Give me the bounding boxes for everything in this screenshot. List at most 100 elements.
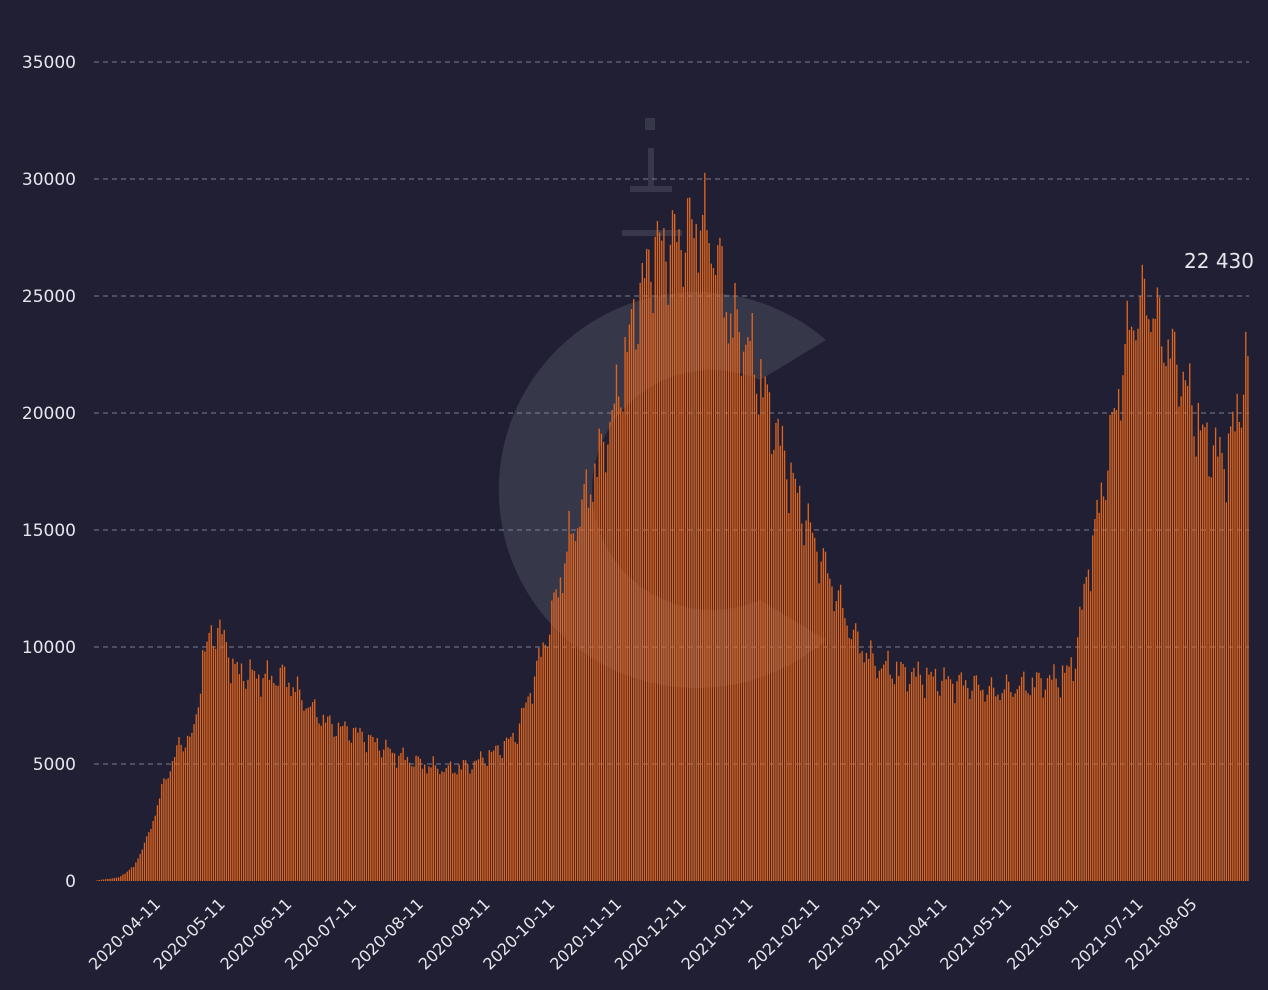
bar: [482, 757, 484, 881]
bar: [264, 673, 266, 881]
bar: [607, 444, 609, 881]
bar: [706, 230, 708, 881]
bar: [475, 760, 478, 881]
bar: [1171, 328, 1174, 881]
bar: [1020, 677, 1023, 881]
bar: [1161, 346, 1163, 881]
bar: [508, 738, 510, 881]
bar: [956, 681, 958, 881]
bar: [1083, 583, 1085, 881]
bar: [988, 685, 990, 881]
bar: [766, 384, 768, 881]
bar: [783, 450, 786, 881]
bar: [999, 699, 1001, 881]
bar: [1107, 470, 1109, 881]
bar: [663, 227, 665, 882]
bar: [788, 513, 790, 881]
bar: [1064, 672, 1066, 881]
bar: [320, 725, 322, 881]
bar: [570, 533, 572, 881]
bar: [458, 764, 460, 881]
bar: [324, 722, 327, 881]
bar: [529, 693, 531, 881]
bar: [1128, 329, 1131, 881]
bar: [357, 732, 359, 881]
bar: [708, 243, 710, 882]
bar: [721, 246, 723, 881]
bar: [891, 678, 893, 881]
bar: [161, 783, 163, 881]
bar: [598, 428, 600, 881]
bar: [919, 674, 922, 881]
bar: [1158, 297, 1161, 882]
bar: [564, 563, 566, 881]
bar: [945, 679, 947, 881]
bar: [158, 798, 161, 881]
bar: [658, 232, 661, 881]
y-axis-ticks: 0 5000 10000 15000 20000 25000 30000 35000: [22, 53, 76, 892]
bar: [391, 752, 393, 881]
bar: [1219, 437, 1221, 881]
bar: [260, 696, 262, 881]
bar: [544, 644, 547, 881]
bar: [303, 710, 305, 881]
bar: [824, 551, 827, 881]
bar: [684, 252, 687, 881]
bar: [346, 726, 348, 881]
bar: [497, 745, 499, 881]
bar: [281, 664, 284, 881]
bar: [984, 701, 986, 881]
bar: [751, 313, 753, 881]
bar: [568, 510, 570, 881]
bar: [863, 662, 865, 881]
bar: [283, 666, 286, 881]
bar: [641, 262, 643, 882]
bar: [314, 699, 316, 881]
bar: [152, 821, 154, 881]
bar: [363, 741, 365, 881]
bar: [1096, 499, 1098, 881]
bar: [514, 742, 516, 881]
bar: [949, 679, 952, 881]
bar: [958, 674, 960, 881]
bar: [536, 660, 538, 881]
bar: [850, 639, 853, 881]
bar: [305, 708, 307, 881]
bar: [1236, 393, 1238, 881]
bar: [637, 343, 639, 881]
bar: [111, 878, 113, 881]
bar-series: [96, 172, 1249, 882]
bar: [527, 696, 529, 881]
bar: [292, 687, 294, 881]
bar: [768, 392, 771, 881]
bar: [1184, 380, 1187, 881]
bar: [794, 478, 797, 881]
bar: [456, 774, 458, 881]
bar: [105, 879, 107, 881]
bar: [240, 663, 243, 881]
bar: [900, 661, 902, 881]
bar: [449, 761, 452, 881]
bar: [1122, 375, 1124, 881]
bar: [857, 631, 859, 881]
bar: [874, 665, 876, 881]
bar: [1036, 672, 1038, 881]
bar: [990, 677, 993, 881]
bar: [262, 678, 264, 881]
bar: [861, 651, 863, 881]
bar: [1029, 695, 1031, 881]
bar: [986, 694, 988, 881]
bar: [917, 661, 919, 881]
bar: [941, 680, 943, 881]
bar: [171, 760, 174, 881]
bar: [710, 263, 712, 881]
bar: [156, 805, 159, 881]
bar: [1044, 689, 1047, 881]
bar: [406, 756, 409, 881]
bar: [350, 742, 353, 881]
bar: [533, 676, 536, 881]
y-tick-label: 10000: [22, 638, 76, 658]
bar: [202, 650, 204, 881]
bar: [279, 667, 281, 881]
bar: [742, 351, 745, 881]
